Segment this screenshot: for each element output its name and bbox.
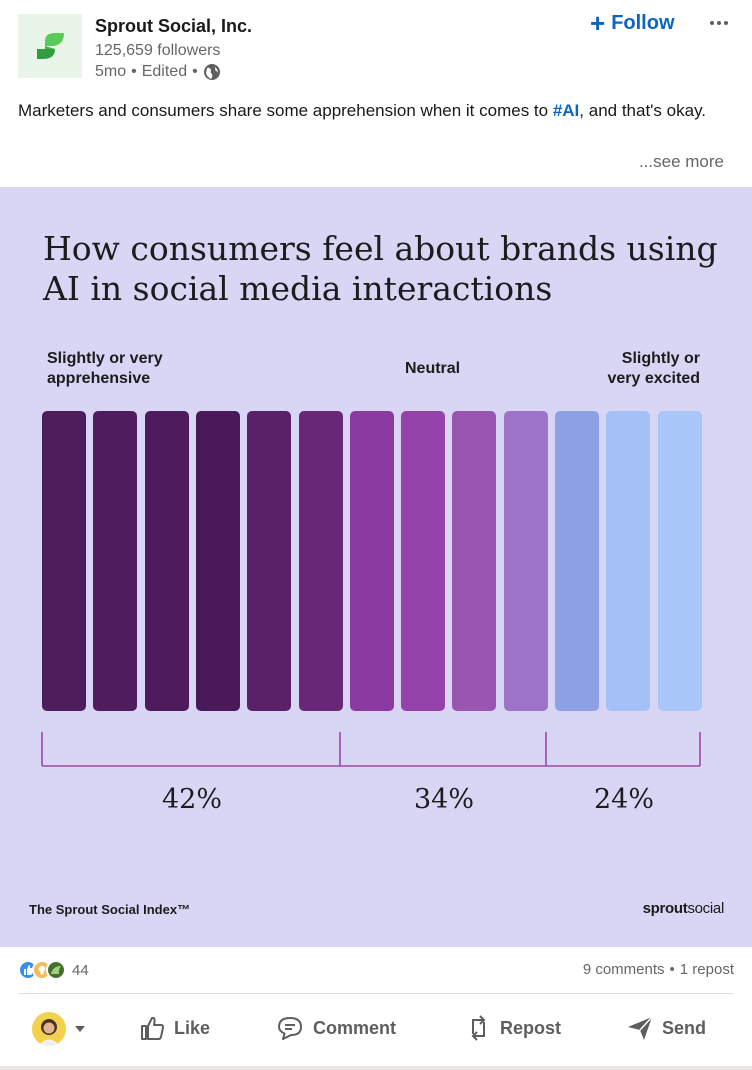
sentiment-bar: [657, 411, 702, 711]
brand-wordmark: sproutsocial: [642, 900, 725, 917]
repost-label: Repost: [500, 1017, 562, 1038]
card-bottom-edge: [0, 1066, 752, 1070]
send-label: Send: [662, 1017, 707, 1038]
sentiment-bar: [452, 411, 497, 711]
sentiment-bar: [42, 411, 86, 711]
support-reaction-icon: [46, 960, 66, 980]
meta-separator: •: [131, 63, 137, 80]
edited-label: Edited: [141, 63, 188, 80]
sentiment-bar: [401, 411, 446, 711]
company-logo[interactable]: [18, 14, 82, 78]
sentiment-bar: [503, 411, 548, 711]
like-button[interactable]: Like: [138, 1014, 210, 1042]
label-neutral: Neutral: [405, 360, 461, 377]
comments-count[interactable]: 9 comments: [582, 961, 665, 978]
sentiment-bar: [555, 411, 599, 711]
send-icon: [628, 1016, 653, 1040]
label-excited: Slightly or very excited: [607, 349, 700, 389]
reposts-count[interactable]: 1 repost: [679, 961, 734, 978]
brand-wordmark-bold: sprout: [642, 900, 688, 917]
more-options-button[interactable]: [706, 10, 732, 36]
meta-separator: •: [192, 63, 198, 80]
post-text-after: , and that's okay.: [579, 101, 707, 120]
social-counts: 44 9 comments • 1 repost: [0, 947, 752, 993]
globe-icon: [203, 64, 220, 80]
plus-icon: +: [590, 8, 606, 38]
sentiment-bar: [93, 411, 138, 711]
comment-button[interactable]: Comment: [275, 1014, 396, 1042]
post-body: Marketers and consumers share some appre…: [18, 98, 718, 124]
follow-label: Follow: [611, 11, 675, 34]
comment-label: Comment: [313, 1017, 397, 1038]
follow-button[interactable]: + Follow: [590, 8, 675, 38]
chart-brackets: [41, 732, 701, 767]
post-header: Sprout Social, Inc. 125,659 followers 5m…: [0, 0, 752, 90]
repost-button[interactable]: Repost: [464, 1014, 561, 1042]
count-separator: •: [669, 961, 675, 978]
sentiment-bar: [606, 411, 651, 711]
sentiment-bar: [349, 411, 394, 711]
label-excited-line1: Slightly or: [621, 350, 700, 367]
brand-wordmark-light: social: [687, 900, 724, 917]
label-apprehensive-line2: apprehensive: [47, 370, 151, 387]
engagement-counts: 9 comments • 1 repost: [583, 961, 734, 978]
divider: [18, 993, 734, 994]
chart-bars: [0, 187, 752, 947]
post-text-before: Marketers and consumers share some appre…: [18, 101, 553, 120]
like-label: Like: [174, 1017, 211, 1038]
post-image[interactable]: How consumers feel about brands using AI…: [0, 187, 752, 947]
label-apprehensive-line1: Slightly or very: [47, 350, 163, 367]
comment-icon: [278, 1017, 302, 1040]
reaction-identity-button[interactable]: [32, 1012, 86, 1046]
source-label: The Sprout Social Index™: [29, 902, 191, 917]
sprout-leaf-icon: [37, 33, 64, 59]
label-apprehensive: Slightly or very apprehensive: [47, 349, 163, 389]
value-label-excited: 24%: [594, 784, 655, 815]
post-meta: 5mo • Edited •: [95, 63, 221, 81]
post-age: 5mo: [95, 63, 127, 80]
company-name[interactable]: Sprout Social, Inc.: [95, 16, 253, 36]
action-bar: Like Comment Repost Send: [0, 1000, 752, 1060]
caret-down-icon: [75, 1026, 85, 1032]
value-label-neutral: 34%: [414, 784, 475, 815]
sentiment-bar: [247, 411, 292, 711]
ellipsis-icon: [710, 21, 728, 25]
see-more-link[interactable]: ...see more: [638, 152, 724, 171]
reaction-count: 44: [72, 961, 89, 979]
sentiment-bar: [195, 411, 240, 711]
follower-count: 125,659 followers: [95, 42, 221, 59]
thumbs-up-icon: [141, 1016, 165, 1040]
avatar: [32, 1012, 66, 1046]
sentiment-bar: [144, 411, 189, 711]
hashtag-link[interactable]: #AI: [552, 101, 580, 120]
chart-title: How consumers feel about brands using AI…: [43, 229, 718, 308]
reactions-summary[interactable]: 44: [18, 960, 89, 980]
sentiment-bar: [298, 411, 343, 711]
repost-icon: [471, 1015, 486, 1041]
send-button[interactable]: Send: [626, 1014, 706, 1042]
value-label-apprehensive: 42%: [162, 784, 223, 815]
label-excited-line2: very excited: [607, 370, 700, 387]
